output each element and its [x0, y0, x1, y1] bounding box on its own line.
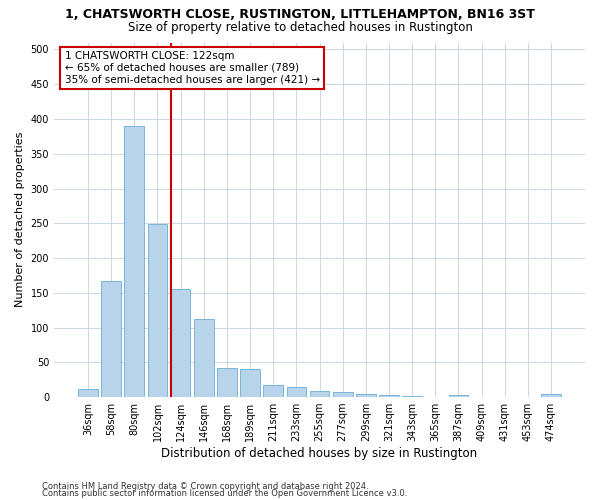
- Bar: [217, 368, 237, 397]
- Bar: [148, 224, 167, 397]
- Text: Contains public sector information licensed under the Open Government Licence v3: Contains public sector information licen…: [42, 490, 407, 498]
- Bar: [263, 386, 283, 397]
- Text: 1 CHATSWORTH CLOSE: 122sqm
← 65% of detached houses are smaller (789)
35% of sem: 1 CHATSWORTH CLOSE: 122sqm ← 65% of deta…: [65, 52, 320, 84]
- Bar: [194, 318, 214, 397]
- Bar: [240, 370, 260, 397]
- Bar: [78, 390, 98, 397]
- Bar: [379, 395, 399, 397]
- Bar: [333, 392, 353, 397]
- Text: 1, CHATSWORTH CLOSE, RUSTINGTON, LITTLEHAMPTON, BN16 3ST: 1, CHATSWORTH CLOSE, RUSTINGTON, LITTLEH…: [65, 8, 535, 20]
- Bar: [101, 281, 121, 397]
- Y-axis label: Number of detached properties: Number of detached properties: [15, 132, 25, 308]
- Bar: [402, 396, 422, 397]
- Bar: [310, 391, 329, 397]
- Bar: [541, 394, 561, 397]
- Bar: [449, 395, 468, 397]
- Bar: [287, 388, 306, 397]
- Text: Contains HM Land Registry data © Crown copyright and database right 2024.: Contains HM Land Registry data © Crown c…: [42, 482, 368, 491]
- Text: Size of property relative to detached houses in Rustington: Size of property relative to detached ho…: [128, 21, 472, 34]
- Bar: [171, 290, 190, 397]
- Bar: [124, 126, 144, 397]
- Bar: [356, 394, 376, 397]
- X-axis label: Distribution of detached houses by size in Rustington: Distribution of detached houses by size …: [161, 447, 478, 460]
